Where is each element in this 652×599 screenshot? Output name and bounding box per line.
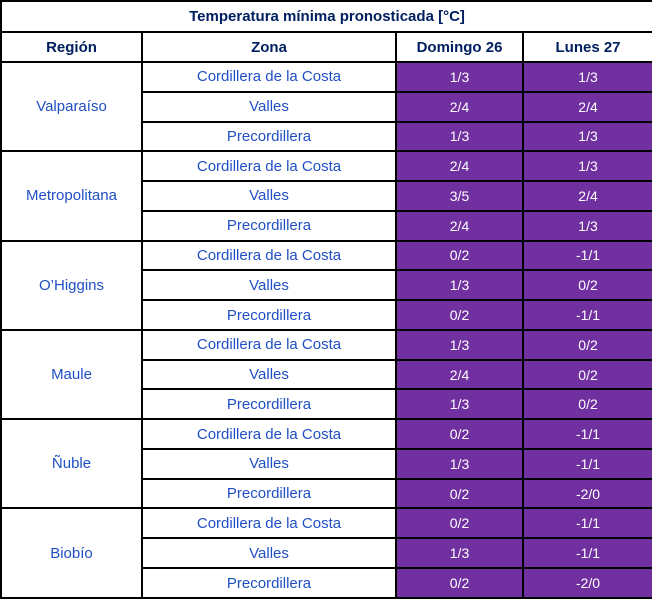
value-cell-domingo: 1/3	[395, 269, 524, 302]
value-cell-lunes: 0/2	[521, 358, 652, 391]
value-cell-lunes: -2/0	[521, 477, 652, 510]
zone-cell: Precordillera	[141, 477, 397, 510]
table-row: Biobío Cordillera de la Costa 0/2 -1/1	[0, 507, 652, 599]
value-cell-lunes: 1/3	[521, 209, 652, 242]
value-cell-domingo: 2/4	[395, 358, 524, 391]
table-row: Metropolitana Cordillera de la Costa 2/4 1/…	[0, 150, 652, 242]
table-row: O’Higgins Cordillera de la Costa 0/2 -1/1	[0, 239, 652, 331]
value-cell-domingo: 1/3	[395, 328, 524, 361]
region-cell: Ñuble	[0, 418, 143, 510]
value-cell-domingo: 1/3	[395, 447, 524, 480]
value-cell-lunes: 0/2	[521, 388, 652, 421]
value-cell-domingo: 1/3	[395, 61, 524, 93]
zone-cell: Cordillera de la Costa	[141, 150, 397, 183]
table-title: Temperatura mínima pronosticada [°C]	[0, 0, 652, 33]
value-cell-lunes: 0/2	[521, 269, 652, 302]
zone-cell: Valles	[141, 447, 397, 480]
value-cell-lunes: -1/1	[521, 299, 652, 331]
region-cell: Valparaíso	[0, 60, 143, 153]
zone-cell: Cordillera de la Costa	[141, 418, 397, 450]
column-header-region: Región	[0, 31, 143, 63]
value-cell-lunes: 0/2	[521, 328, 652, 361]
value-cell-domingo: 0/2	[395, 239, 524, 272]
region-cell: Maule	[0, 328, 143, 421]
value-cell-lunes: 1/3	[521, 150, 652, 183]
value-cell-domingo: 0/2	[395, 299, 524, 331]
value-cell-domingo: 1/3	[395, 388, 524, 421]
value-cell-lunes: 1/3	[521, 61, 652, 93]
table-row: Precordillera 1/3 1/3	[1, 120, 652, 153]
zone-cell: Precordillera	[141, 209, 397, 242]
table-row: Valles 1/3 -1/1	[1, 537, 652, 570]
zone-cell: Cordillera de la Costa	[141, 507, 397, 540]
value-cell-lunes: 2/4	[521, 180, 652, 212]
value-cell-lunes: -1/1	[521, 447, 652, 480]
table-row: Maule Cordillera de la Costa 1/3 0/2	[0, 328, 652, 421]
table-row: Valles 3/5 2/4	[1, 180, 652, 212]
forecast-table-body: Valparaíso Cordillera de la Costa 1/3 1/3 Va…	[0, 60, 652, 599]
region-cell: Metropolitana	[0, 150, 143, 242]
value-cell-domingo: 0/2	[395, 567, 524, 599]
value-cell-domingo: 2/4	[395, 209, 524, 242]
value-cell-lunes: -1/1	[521, 537, 652, 570]
value-cell-domingo: 0/2	[395, 507, 524, 540]
table-row: Valles 2/4 0/2	[1, 358, 652, 391]
value-cell-domingo: 2/4	[395, 90, 524, 123]
region-cell: O’Higgins	[0, 239, 143, 331]
zone-cell: Cordillera de la Costa	[141, 61, 397, 93]
zone-cell: Valles	[141, 90, 397, 123]
zone-cell: Valles	[141, 180, 397, 212]
value-cell-domingo: 1/3	[395, 537, 524, 570]
zone-cell: Precordillera	[141, 567, 397, 599]
region-cell: Biobío	[0, 507, 143, 599]
value-cell-domingo: 0/2	[395, 418, 524, 450]
value-cell-domingo: 3/5	[395, 180, 524, 212]
table-row: Precordillera 0/2 -1/1	[1, 299, 652, 331]
table-row: Precordillera 0/2 -2/0	[1, 477, 652, 510]
value-cell-lunes: -1/1	[521, 507, 652, 540]
value-cell-lunes: -2/0	[521, 567, 652, 599]
zone-cell: Cordillera de la Costa	[141, 239, 397, 272]
column-header-domingo: Domingo 26	[395, 31, 524, 63]
table-row: Precordillera 1/3 0/2	[1, 388, 652, 421]
value-cell-lunes: -1/1	[521, 418, 652, 450]
value-cell-domingo: 0/2	[395, 477, 524, 510]
table-row: Valles 1/3 0/2	[1, 269, 652, 302]
value-cell-lunes: 2/4	[521, 90, 652, 123]
table-row: Valparaíso Cordillera de la Costa 1/3 1/3	[0, 60, 652, 153]
table-row: Ñuble Cordillera de la Costa 0/2 -1/1	[0, 418, 652, 510]
table-row: Precordillera 2/4 1/3	[1, 209, 652, 242]
zone-cell: Valles	[141, 358, 397, 391]
value-cell-domingo: 1/3	[395, 120, 524, 153]
table-row: Valles 1/3 -1/1	[1, 447, 652, 480]
zone-cell: Cordillera de la Costa	[141, 328, 397, 361]
value-cell-domingo: 2/4	[395, 150, 524, 183]
value-cell-lunes: 1/3	[521, 120, 652, 153]
zone-cell: Valles	[141, 269, 397, 302]
zone-cell: Precordillera	[141, 120, 397, 153]
table-row: Precordillera 0/2 -2/0	[1, 567, 652, 599]
value-cell-lunes: -1/1	[521, 239, 652, 272]
column-header-zona: Zona	[141, 31, 397, 63]
table-row: Valles 2/4 2/4	[1, 90, 652, 123]
column-header-lunes: Lunes 27	[521, 31, 652, 63]
zone-cell: Valles	[141, 537, 397, 570]
zone-cell: Precordillera	[141, 299, 397, 331]
table-header-row: Región Zona Domingo 26 Lunes 27	[0, 31, 652, 63]
table-title-row: Temperatura mínima pronosticada [°C]	[0, 0, 652, 33]
zone-cell: Precordillera	[141, 388, 397, 421]
